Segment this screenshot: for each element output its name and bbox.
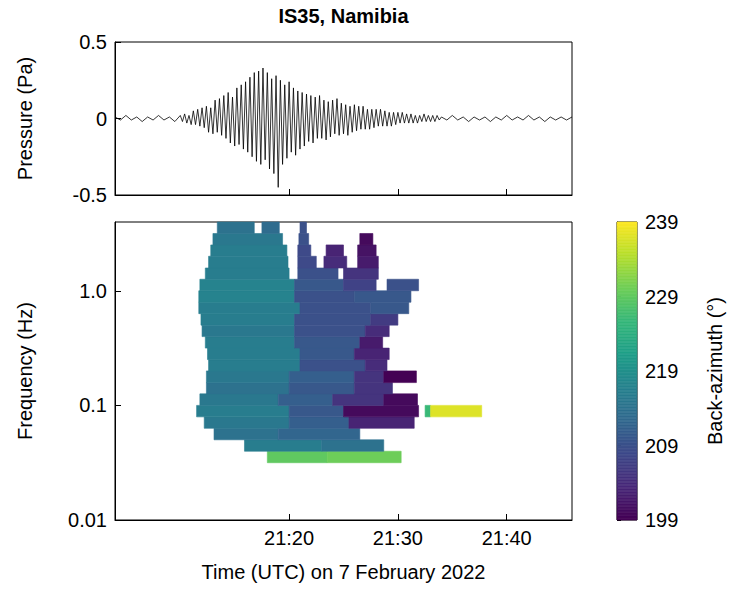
svg-text:21:30: 21:30 (373, 527, 423, 549)
svg-text:0.01: 0.01 (68, 509, 107, 531)
svg-text:Frequency (Hz): Frequency (Hz) (14, 302, 36, 440)
svg-text:-0.5: -0.5 (73, 184, 107, 206)
svg-text:IS35, Namibia: IS35, Namibia (278, 5, 409, 27)
svg-text:229: 229 (645, 286, 678, 308)
svg-text:0.5: 0.5 (79, 31, 107, 53)
svg-text:219: 219 (645, 360, 678, 382)
svg-text:1.0: 1.0 (79, 280, 107, 302)
svg-text:21:20: 21:20 (264, 527, 314, 549)
svg-text:0.1: 0.1 (79, 394, 107, 416)
svg-text:Pressure (Pa): Pressure (Pa) (14, 57, 36, 180)
svg-text:199: 199 (645, 509, 678, 531)
svg-text:21:40: 21:40 (482, 527, 532, 549)
svg-text:239: 239 (645, 211, 678, 233)
svg-text:209: 209 (645, 435, 678, 457)
svg-text:0: 0 (96, 108, 107, 130)
svg-text:Time (UTC) on 7 February 2022: Time (UTC) on 7 February 2022 (202, 561, 486, 583)
svg-text:Back-azimuth (°): Back-azimuth (°) (704, 297, 726, 445)
